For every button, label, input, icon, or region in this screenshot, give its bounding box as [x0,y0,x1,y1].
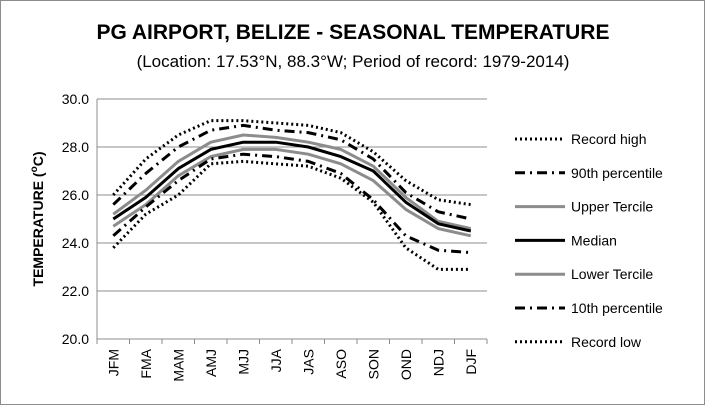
x-tick-label: AMJ [203,349,219,377]
legend: Record high 90th percentile Upper Tercile M… [515,131,663,350]
series-line-90th-percentile [112,123,472,221]
y-ticks: 20.0 22.0 24.0 26.0 28.0 30.0 [62,91,89,347]
legend-entry: 90th percentile [571,165,663,181]
y-axis-label: TEMPERATURE (oC) [29,152,46,287]
x-tick-label: FMA [138,348,154,378]
legend-entry: 10th percentile [571,300,663,316]
x-tick-label: SON [365,349,381,379]
y-axis-label-sup: o [29,166,40,172]
chart-subtitle: (Location: 17.53°N, 88.3°W; Period of re… [137,52,570,71]
series-line-median [112,140,472,233]
y-tick-label: 22.0 [62,283,89,299]
x-tick-label: MJJ [235,349,251,375]
y-tick-label: 20.0 [62,331,89,347]
legend-entry: Upper Tercile [571,199,653,215]
series-line-10th-percentile [112,152,471,255]
x-tick-label: OND [398,349,414,380]
series-line-record-low [112,159,471,271]
legend-entry: Lower Tercile [571,266,653,282]
x-tick-label: JAS [300,349,316,375]
x-ticks: JFM FMA MAM AMJ MJJ JJA JAS ASO SON OND NDJ DJF [96,339,488,382]
x-tick-label: MAM [170,349,186,382]
y-tick-label: 26.0 [62,187,89,203]
series-line-lower-tercile [112,147,472,238]
x-tick-label: JFM [105,349,121,376]
y-axis-label-main: TEMPERATURE ( [30,172,46,286]
series-lines [112,119,472,271]
legend-entry: Median [571,232,617,248]
series-line-record-high [112,119,472,207]
x-tick-label: DJF [463,349,479,375]
x-tick-label: NDJ [430,349,446,376]
y-tick-label: 28.0 [62,139,89,155]
series-line-upper-tercile [112,133,472,231]
legend-entry: Record high [571,131,647,147]
x-tick-label: ASO [333,349,349,379]
y-tick-label: 24.0 [62,235,89,251]
y-tick-label: 30.0 [62,91,89,107]
legend-entry: Record low [571,334,642,350]
y-axis-label-end: C) [30,152,46,167]
chart-title: PG AIRPORT, BELIZE - SEASONAL TEMPERATUR… [97,21,610,44]
x-tick-label: JJA [268,348,284,372]
